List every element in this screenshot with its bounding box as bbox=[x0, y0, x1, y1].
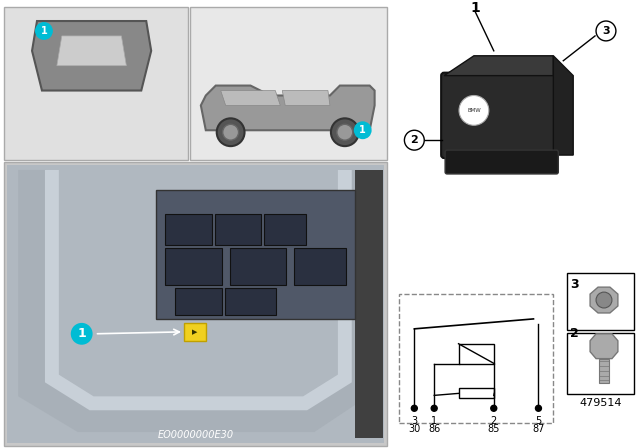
Polygon shape bbox=[554, 56, 573, 155]
Circle shape bbox=[459, 95, 489, 125]
FancyBboxPatch shape bbox=[445, 150, 558, 174]
FancyBboxPatch shape bbox=[392, 7, 634, 180]
Circle shape bbox=[431, 405, 437, 411]
Polygon shape bbox=[282, 90, 330, 105]
Text: 2: 2 bbox=[410, 135, 418, 145]
Circle shape bbox=[491, 405, 497, 411]
Polygon shape bbox=[590, 334, 618, 359]
Circle shape bbox=[331, 118, 359, 146]
FancyBboxPatch shape bbox=[485, 154, 493, 172]
Circle shape bbox=[596, 21, 616, 41]
FancyBboxPatch shape bbox=[165, 214, 212, 246]
Bar bbox=[599, 359, 609, 383]
Text: 85: 85 bbox=[488, 424, 500, 434]
Text: 87: 87 bbox=[532, 424, 545, 434]
FancyBboxPatch shape bbox=[567, 333, 634, 394]
Polygon shape bbox=[57, 36, 126, 66]
Circle shape bbox=[412, 405, 417, 411]
FancyBboxPatch shape bbox=[441, 73, 556, 158]
Text: 1: 1 bbox=[359, 125, 366, 135]
Text: 86: 86 bbox=[428, 424, 440, 434]
FancyBboxPatch shape bbox=[457, 154, 465, 172]
Polygon shape bbox=[444, 56, 554, 76]
FancyBboxPatch shape bbox=[184, 323, 206, 341]
Polygon shape bbox=[221, 90, 280, 105]
FancyBboxPatch shape bbox=[4, 7, 188, 160]
Polygon shape bbox=[590, 287, 618, 313]
Text: 2: 2 bbox=[491, 416, 497, 426]
Text: ▶: ▶ bbox=[192, 329, 198, 335]
Circle shape bbox=[354, 121, 372, 139]
Polygon shape bbox=[201, 86, 374, 130]
Text: BMW: BMW bbox=[467, 108, 481, 113]
Bar bbox=[458, 388, 494, 398]
FancyBboxPatch shape bbox=[264, 214, 306, 246]
FancyBboxPatch shape bbox=[4, 162, 387, 446]
FancyBboxPatch shape bbox=[294, 248, 346, 285]
Text: EO0000000E30: EO0000000E30 bbox=[158, 430, 234, 440]
FancyBboxPatch shape bbox=[156, 190, 355, 319]
FancyBboxPatch shape bbox=[515, 154, 523, 172]
Text: 1: 1 bbox=[40, 26, 47, 36]
FancyBboxPatch shape bbox=[225, 288, 276, 315]
Circle shape bbox=[404, 130, 424, 150]
Text: 2: 2 bbox=[570, 327, 579, 340]
FancyBboxPatch shape bbox=[190, 7, 387, 160]
Text: 1: 1 bbox=[77, 327, 86, 340]
FancyBboxPatch shape bbox=[215, 214, 261, 246]
Circle shape bbox=[35, 22, 53, 40]
Circle shape bbox=[217, 118, 244, 146]
Text: 30: 30 bbox=[408, 424, 420, 434]
FancyBboxPatch shape bbox=[7, 165, 383, 443]
Text: 479514: 479514 bbox=[580, 398, 622, 408]
Bar bbox=[458, 344, 494, 364]
FancyBboxPatch shape bbox=[230, 248, 286, 285]
FancyBboxPatch shape bbox=[175, 288, 221, 315]
Circle shape bbox=[596, 292, 612, 308]
Text: 1: 1 bbox=[431, 416, 437, 426]
Polygon shape bbox=[32, 21, 151, 90]
FancyBboxPatch shape bbox=[567, 273, 634, 330]
Text: 3: 3 bbox=[602, 26, 610, 36]
Text: 5: 5 bbox=[535, 416, 541, 426]
FancyBboxPatch shape bbox=[355, 170, 383, 438]
Text: 3: 3 bbox=[412, 416, 417, 426]
Circle shape bbox=[337, 124, 353, 140]
Text: 3: 3 bbox=[570, 278, 579, 291]
Circle shape bbox=[71, 323, 93, 345]
FancyBboxPatch shape bbox=[165, 248, 221, 285]
Circle shape bbox=[536, 405, 541, 411]
Text: 3: 3 bbox=[601, 24, 611, 38]
Circle shape bbox=[223, 124, 239, 140]
Text: 1: 1 bbox=[470, 1, 480, 15]
